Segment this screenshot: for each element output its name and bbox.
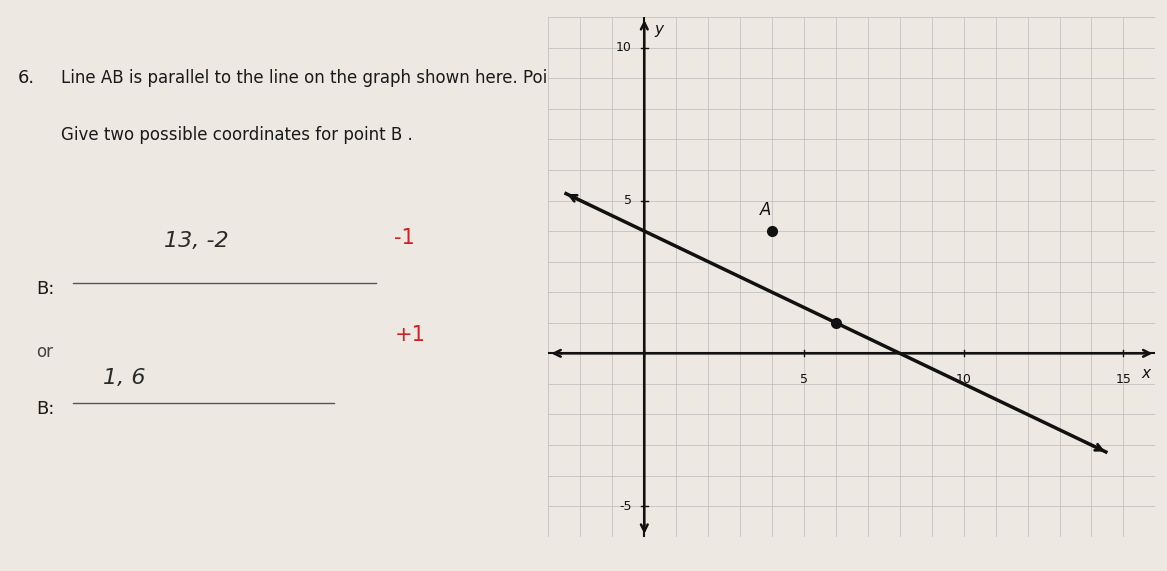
Text: 5: 5 xyxy=(623,194,631,207)
Text: +1: +1 xyxy=(394,325,425,345)
Text: 10: 10 xyxy=(956,373,972,386)
Text: x: x xyxy=(1141,365,1151,381)
Text: 5: 5 xyxy=(801,373,808,386)
Text: B:: B: xyxy=(36,280,55,298)
Text: -5: -5 xyxy=(619,500,631,513)
Text: or: or xyxy=(36,343,54,361)
Text: Line AB is parallel to the line on the graph shown here. Point: Line AB is parallel to the line on the g… xyxy=(61,69,564,87)
Text: 1, 6: 1, 6 xyxy=(103,368,146,388)
Text: B:: B: xyxy=(36,400,55,418)
Text: A: A xyxy=(760,201,771,219)
Text: 10: 10 xyxy=(616,41,631,54)
Text: y: y xyxy=(655,22,663,37)
Text: 15: 15 xyxy=(1116,373,1131,386)
Text: 13, -2: 13, -2 xyxy=(163,231,229,251)
Text: -1: -1 xyxy=(394,228,415,248)
Text: Give two possible coordinates for point B .: Give two possible coordinates for point … xyxy=(61,126,412,144)
Text: 6.: 6. xyxy=(19,69,35,87)
